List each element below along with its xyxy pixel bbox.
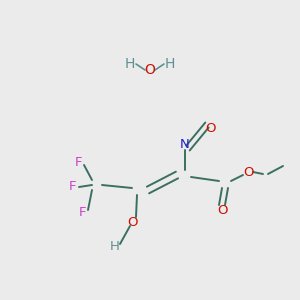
Text: H: H bbox=[110, 241, 120, 254]
Text: N: N bbox=[180, 139, 190, 152]
Text: O: O bbox=[217, 203, 227, 217]
Text: O: O bbox=[205, 122, 215, 134]
Text: O: O bbox=[128, 215, 138, 229]
Text: F: F bbox=[78, 206, 86, 218]
Text: F: F bbox=[68, 181, 76, 194]
Text: O: O bbox=[243, 167, 253, 179]
Text: H: H bbox=[165, 57, 175, 71]
Text: F: F bbox=[74, 157, 82, 169]
Text: H: H bbox=[125, 57, 135, 71]
Text: O: O bbox=[145, 63, 155, 77]
